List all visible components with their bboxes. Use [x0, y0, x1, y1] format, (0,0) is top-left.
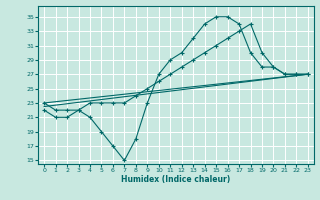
- X-axis label: Humidex (Indice chaleur): Humidex (Indice chaleur): [121, 175, 231, 184]
